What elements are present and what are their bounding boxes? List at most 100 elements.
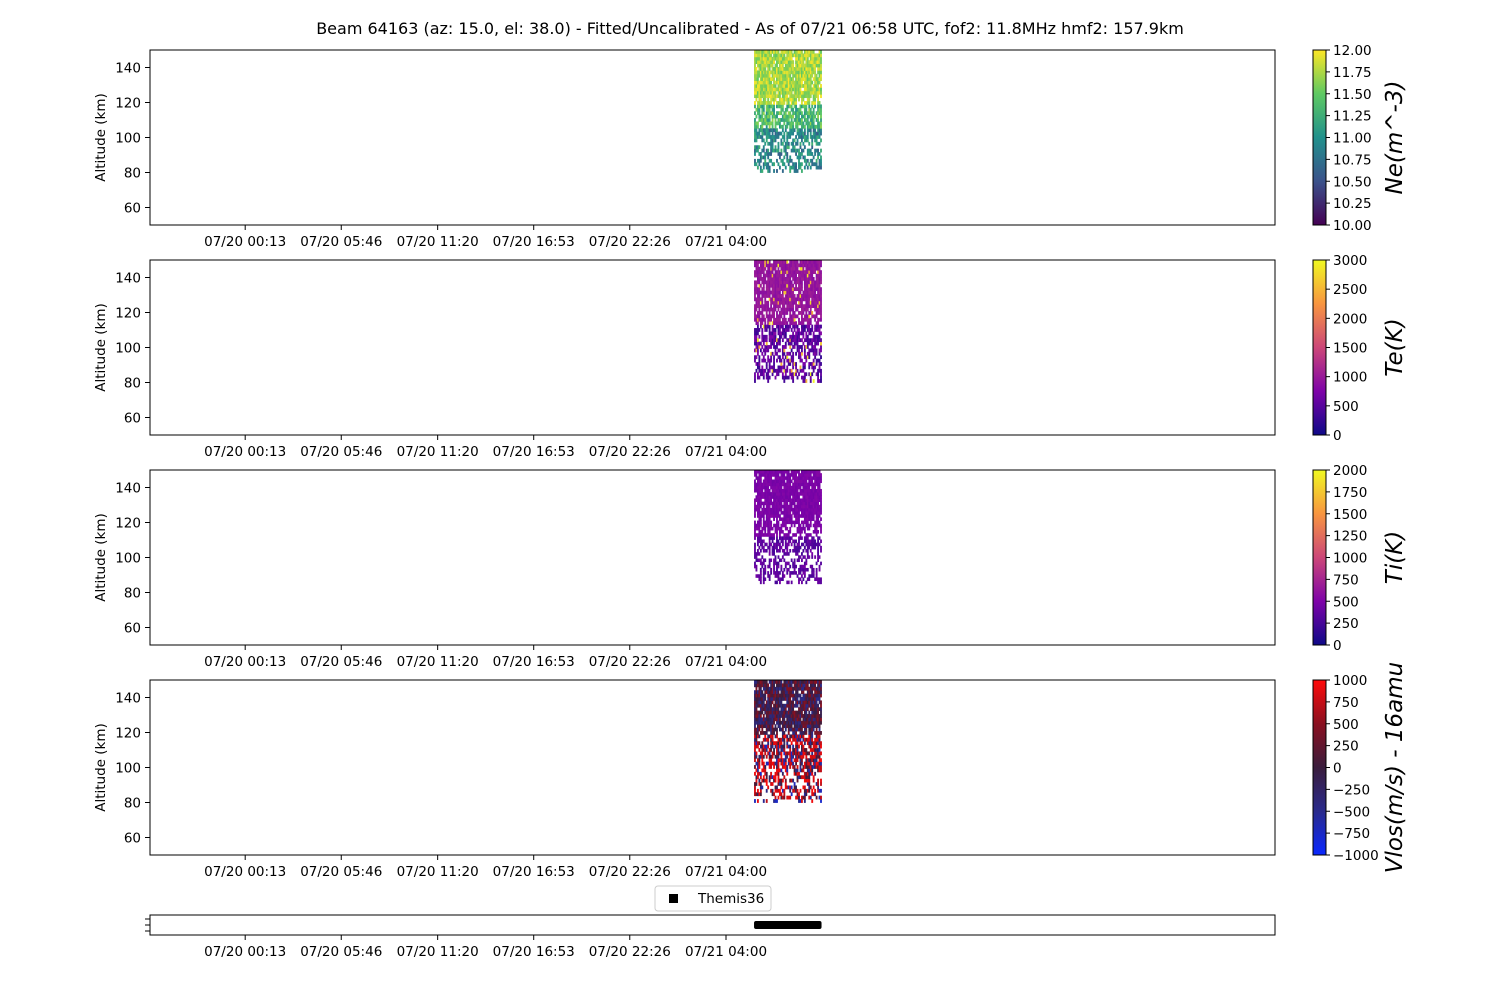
heatmap-cell [773,338,775,343]
heatmap-cell [754,77,756,82]
heatmap-cell [754,734,756,739]
heatmap-cell [758,539,761,544]
heatmap-cell [786,307,789,312]
heatmap-cell [756,165,759,170]
heatmap-cell [815,517,818,521]
heatmap-cell [770,765,773,769]
heatmap-cell [818,748,821,752]
heatmap-cell [803,80,806,85]
heatmap-cell [778,533,781,537]
heatmap-cell [809,724,812,729]
heatmap-cell [774,504,777,509]
heatmap-cell [774,131,777,136]
heatmap-cell [793,101,796,105]
heatmap-cell [818,744,821,749]
heatmap-cell [765,138,768,143]
heatmap-cell [764,501,767,506]
heatmap-cell [805,266,808,271]
heatmap-cell [805,80,808,85]
heatmap-cell [796,345,799,349]
heatmap-cell [790,517,793,521]
heatmap-cell [805,479,808,484]
heatmap-cell [776,799,778,803]
heatmap-cell [802,768,805,773]
heatmap-cell [814,741,817,746]
heatmap-cell [805,290,808,295]
heatmap-cell [806,511,809,515]
heatmap-cell [811,710,814,715]
heatmap-cell [781,690,784,695]
heatmap-cell [770,148,773,153]
heatmap-cell [762,94,765,99]
heatmap-cell [815,124,818,129]
heatmap-cell [789,114,792,119]
heatmap-cell [800,741,803,746]
heatmap-cell [796,542,799,547]
heatmap-cell [765,165,768,170]
heatmap-cell [786,507,789,512]
heatmap-cell [781,727,784,732]
heatmap-cell [787,287,790,292]
heatmap-cell [802,495,805,499]
heatmap-cell [799,84,802,88]
heatmap-cell [798,536,800,540]
heatmap-cell [798,162,800,167]
heatmap-cell [768,507,771,512]
heatmap-cell [809,294,812,298]
heatmap-cell [755,280,758,285]
heatmap-cell [777,485,780,490]
heatmap-cell [808,87,811,92]
heatmap-cell [758,375,761,380]
axes-frame [149,914,1276,936]
heatmap-cell [770,307,773,312]
heatmap-cell [800,314,803,319]
heatmap-cell [792,87,795,92]
heatmap-cell [756,280,759,285]
heatmap-cell [787,492,790,496]
heatmap-cell [786,700,789,705]
heatmap-cell [802,84,805,88]
heatmap-cell [817,470,820,474]
heatmap-cell [809,260,812,264]
heatmap-cell [790,355,793,360]
y-tick-label: 60 [124,831,141,847]
heatmap-cell [758,101,761,105]
heatmap-cell [774,283,777,288]
heatmap-cell [789,280,792,285]
heatmap-cell [812,87,815,92]
heatmap-cell [800,358,803,363]
heatmap-cell [809,548,812,553]
heatmap-cell [792,290,795,295]
heatmap-cell [792,70,795,75]
heatmap-cell [815,507,818,512]
heatmap-cell [814,355,817,360]
heatmap-cell [820,577,822,581]
heatmap-cell [761,751,764,756]
heatmap-cell [798,111,800,116]
heatmap-cell [818,300,821,305]
heatmap-cell [762,104,765,109]
colorbar-tick-label: −250 [1333,782,1370,798]
heatmap-cell [783,737,786,742]
heatmap-cell [790,290,793,295]
heatmap-cell [774,707,777,712]
heatmap-cell [817,148,820,153]
heatmap-cell [787,720,790,725]
heatmap-cell [770,334,773,339]
heatmap-cell [795,731,797,735]
heatmap-cell [767,73,770,78]
heatmap-cell [777,314,780,319]
heatmap-cell [767,545,770,550]
heatmap-cell [800,795,803,800]
heatmap-cell [805,107,808,112]
heatmap-cell [764,358,767,363]
heatmap-cell [773,748,775,752]
heatmap-cell [756,720,759,725]
heatmap-cell [790,501,793,506]
heatmap-cell [758,104,761,109]
heatmap-cell [795,165,797,170]
heatmap-cell [776,321,778,326]
heatmap-cell [818,152,821,156]
heatmap-cell [811,141,814,146]
heatmap-cell [771,482,774,487]
